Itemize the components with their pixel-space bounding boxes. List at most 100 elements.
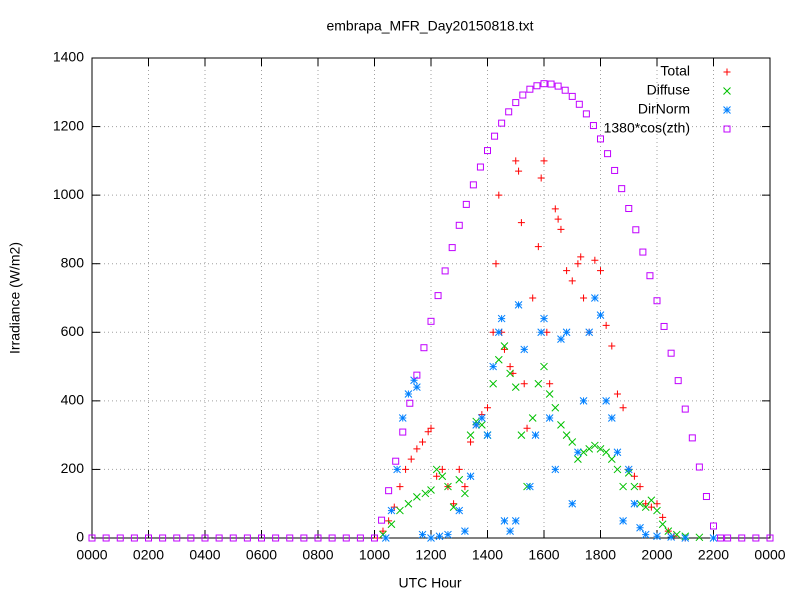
x-tick-label: 1200 — [415, 547, 446, 563]
data-point — [611, 166, 619, 174]
data-point — [574, 260, 582, 268]
data-point — [517, 219, 525, 227]
legend-marker — [723, 68, 731, 76]
data-point — [506, 363, 514, 371]
data-point — [506, 527, 514, 535]
data-point — [514, 301, 523, 309]
data-point — [613, 448, 622, 457]
x-tick-label: 0200 — [133, 547, 164, 563]
data-point — [688, 434, 696, 442]
data-point — [511, 517, 520, 525]
data-point — [472, 421, 481, 429]
data-point — [427, 424, 435, 432]
data-point — [590, 441, 599, 450]
data-point — [494, 355, 503, 364]
data-point — [630, 499, 639, 508]
data-point — [398, 414, 407, 422]
legend-label: Total — [660, 63, 690, 79]
data-point — [636, 523, 644, 532]
data-point — [88, 534, 96, 542]
data-point — [396, 483, 404, 491]
data-point — [596, 311, 605, 319]
data-point — [483, 431, 492, 439]
data-point — [551, 403, 560, 412]
data-point — [432, 465, 441, 474]
data-point — [554, 82, 562, 90]
data-point — [636, 499, 644, 508]
data-point — [520, 345, 529, 354]
data-point — [393, 465, 401, 474]
data-point — [484, 147, 491, 155]
x-tick-label: 0400 — [189, 547, 220, 563]
data-point — [540, 157, 548, 165]
data-point — [455, 475, 464, 484]
data-point — [419, 438, 427, 446]
y-tick-label: 0 — [76, 529, 84, 545]
data-point — [406, 399, 414, 407]
data-point — [272, 534, 280, 542]
data-point — [461, 489, 469, 498]
data-point — [356, 534, 364, 542]
data-point — [500, 345, 508, 353]
data-point — [653, 297, 661, 305]
data-point — [413, 445, 421, 453]
data-point — [413, 383, 421, 391]
data-point — [547, 80, 555, 88]
data-point — [681, 405, 689, 413]
data-point — [500, 517, 509, 525]
data-point — [546, 380, 554, 388]
data-point — [589, 122, 597, 130]
data-point — [752, 534, 760, 542]
data-point — [582, 110, 590, 118]
data-point — [402, 465, 410, 473]
data-point — [455, 506, 464, 515]
x-tick-label: 1000 — [359, 547, 390, 563]
data-point — [619, 482, 627, 491]
y-tick-label: 400 — [61, 392, 85, 408]
data-point — [520, 380, 528, 388]
data-point — [500, 342, 509, 350]
data-point — [434, 292, 442, 300]
data-point — [602, 321, 610, 329]
data-point — [568, 277, 576, 285]
data-point — [420, 344, 428, 352]
data-point — [469, 181, 477, 189]
data-point — [286, 534, 294, 542]
data-point — [641, 503, 650, 511]
data-point — [505, 108, 513, 116]
data-point — [667, 533, 675, 541]
data-point — [491, 132, 499, 140]
data-point — [494, 328, 503, 337]
data-point — [517, 431, 526, 439]
data-point — [738, 534, 746, 542]
data-point — [613, 465, 622, 474]
data-point — [328, 534, 336, 542]
data-point — [258, 534, 265, 542]
data-point — [498, 119, 506, 127]
data-point — [450, 500, 458, 508]
data-point — [580, 294, 588, 302]
data-point — [433, 472, 441, 480]
y-tick-label: 200 — [61, 460, 85, 476]
data-point — [399, 428, 407, 436]
data-point — [438, 465, 446, 473]
data-point — [562, 431, 571, 439]
data-point — [597, 267, 604, 275]
data-point — [568, 438, 577, 446]
data-point — [647, 496, 656, 505]
data-point — [523, 424, 531, 432]
data-point — [381, 534, 390, 542]
data-point — [435, 532, 444, 541]
data-point — [568, 499, 577, 508]
data-point — [102, 534, 110, 542]
data-point — [574, 448, 582, 457]
data-point — [551, 205, 559, 213]
data-point — [421, 489, 430, 498]
data-point — [512, 99, 520, 107]
y-tick-label: 1400 — [53, 49, 84, 65]
data-point — [563, 267, 571, 275]
data-point — [579, 397, 588, 405]
data-point — [159, 534, 167, 542]
data-point — [531, 431, 540, 439]
